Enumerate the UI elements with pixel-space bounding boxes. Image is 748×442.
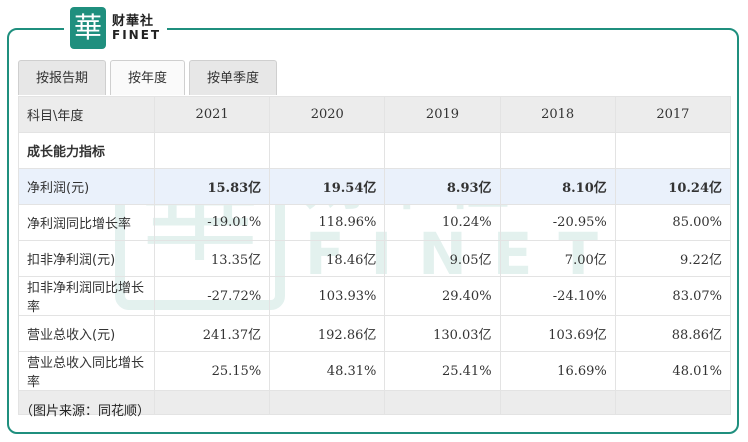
header-cell-year: 2021	[153, 96, 271, 133]
value-cell: 13.35亿	[153, 240, 271, 277]
value-cell: 8.93亿	[384, 168, 501, 205]
value-cell: 18.46亿	[269, 240, 386, 277]
row-label: 营业总收入同比增长率	[18, 351, 155, 391]
row-label: 净利润同比增长率	[18, 204, 155, 241]
row-label: 扣非净利润(元)	[18, 240, 155, 277]
period-tabs: 按报告期 按年度 按单季度	[18, 60, 278, 95]
table-row: 扣非净利润同比增长率 -27.72% 103.93% 29.40% -24.10% 83.…	[18, 276, 732, 316]
table-row: 扣非净利润(元) 13.35亿 18.46亿 9.05亿 7.00亿 9.22亿	[18, 240, 732, 277]
value-cell: 9.05亿	[384, 240, 501, 277]
value-cell: 10.24%	[384, 204, 501, 241]
value-cell: 88.86亿	[614, 315, 732, 352]
empty-cell	[384, 390, 501, 415]
value-cell: -19.01%	[153, 204, 271, 241]
logo-mark: 華	[70, 7, 106, 49]
value-cell: 15.83亿	[153, 168, 271, 205]
table-footer-pad	[18, 390, 732, 415]
value-cell: 19.54亿	[269, 168, 386, 205]
empty-cell	[269, 390, 386, 415]
value-cell: 48.01%	[614, 351, 732, 391]
section-title: 成长能力指标	[18, 132, 155, 169]
value-cell: 10.24亿	[614, 168, 732, 205]
table-header-row: 科目\年度 2021 2020 2019 2018 2017	[18, 96, 732, 133]
empty-cell	[614, 132, 732, 169]
empty-cell	[499, 132, 616, 169]
logo-en-text: FINET	[112, 27, 162, 42]
value-cell: 103.69亿	[499, 315, 616, 352]
header-cell-year: 2019	[384, 96, 501, 133]
header-cell-item: 科目\年度	[18, 96, 155, 133]
value-cell: 130.03亿	[384, 315, 501, 352]
empty-cell	[499, 390, 616, 415]
value-cell: 118.96%	[269, 204, 386, 241]
row-label: 净利润(元)	[18, 168, 155, 205]
image-source-note: （图片来源：同花顺）	[20, 404, 151, 419]
content-frame	[7, 28, 739, 434]
logo-cn-text: 财華社	[112, 13, 155, 29]
header-cell-year: 2018	[499, 96, 616, 133]
table-row: 净利润(元) 15.83亿 19.54亿 8.93亿 8.10亿 10.24亿	[18, 168, 732, 205]
header-cell-year: 2017	[614, 96, 732, 133]
value-cell: 7.00亿	[499, 240, 616, 277]
value-cell: 83.07%	[614, 276, 732, 316]
empty-cell	[614, 390, 732, 415]
tab-by-quarter[interactable]: 按单季度	[189, 60, 278, 95]
row-label: 扣非净利润同比增长率	[18, 276, 155, 316]
value-cell: 85.00%	[614, 204, 732, 241]
tab-by-year[interactable]: 按年度	[110, 60, 186, 95]
value-cell: -24.10%	[499, 276, 616, 316]
value-cell: 16.69%	[499, 351, 616, 391]
empty-cell	[153, 132, 271, 169]
empty-cell	[269, 132, 386, 169]
value-cell: 25.15%	[153, 351, 271, 391]
financial-table: 科目\年度 2021 2020 2019 2018 2017 成长能力指标 净利…	[18, 96, 732, 415]
value-cell: -27.72%	[153, 276, 271, 316]
value-cell: 8.10亿	[499, 168, 616, 205]
value-cell: 48.31%	[269, 351, 386, 391]
table-row: 营业总收入(元) 241.37亿 192.86亿 130.03亿 103.69亿 88.8…	[18, 315, 732, 352]
finet-logo: 華 财華社 FINET	[64, 5, 168, 51]
table-row: 营业总收入同比增长率 25.15% 48.31% 25.41% 16.69% 48.01%	[18, 351, 732, 391]
value-cell: 9.22亿	[614, 240, 732, 277]
financial-table-wrapper: 科目\年度 2021 2020 2019 2018 2017 成长能力指标 净利…	[18, 96, 732, 415]
empty-cell	[384, 132, 501, 169]
value-cell: 192.86亿	[269, 315, 386, 352]
value-cell: -20.95%	[499, 204, 616, 241]
tab-by-report-period[interactable]: 按报告期	[18, 60, 107, 95]
empty-cell	[18, 390, 155, 415]
value-cell: 29.40%	[384, 276, 501, 316]
row-label: 营业总收入(元)	[18, 315, 155, 352]
value-cell: 25.41%	[384, 351, 501, 391]
empty-cell	[153, 390, 271, 415]
value-cell: 103.93%	[269, 276, 386, 316]
header-cell-year: 2020	[269, 96, 386, 133]
table-row: 净利润同比增长率 -19.01% 118.96% 10.24% -20.95% 85.00…	[18, 204, 732, 241]
logo-wordmark: 财華社 FINET	[112, 15, 161, 41]
value-cell: 241.37亿	[153, 315, 271, 352]
section-row: 成长能力指标	[18, 132, 732, 169]
